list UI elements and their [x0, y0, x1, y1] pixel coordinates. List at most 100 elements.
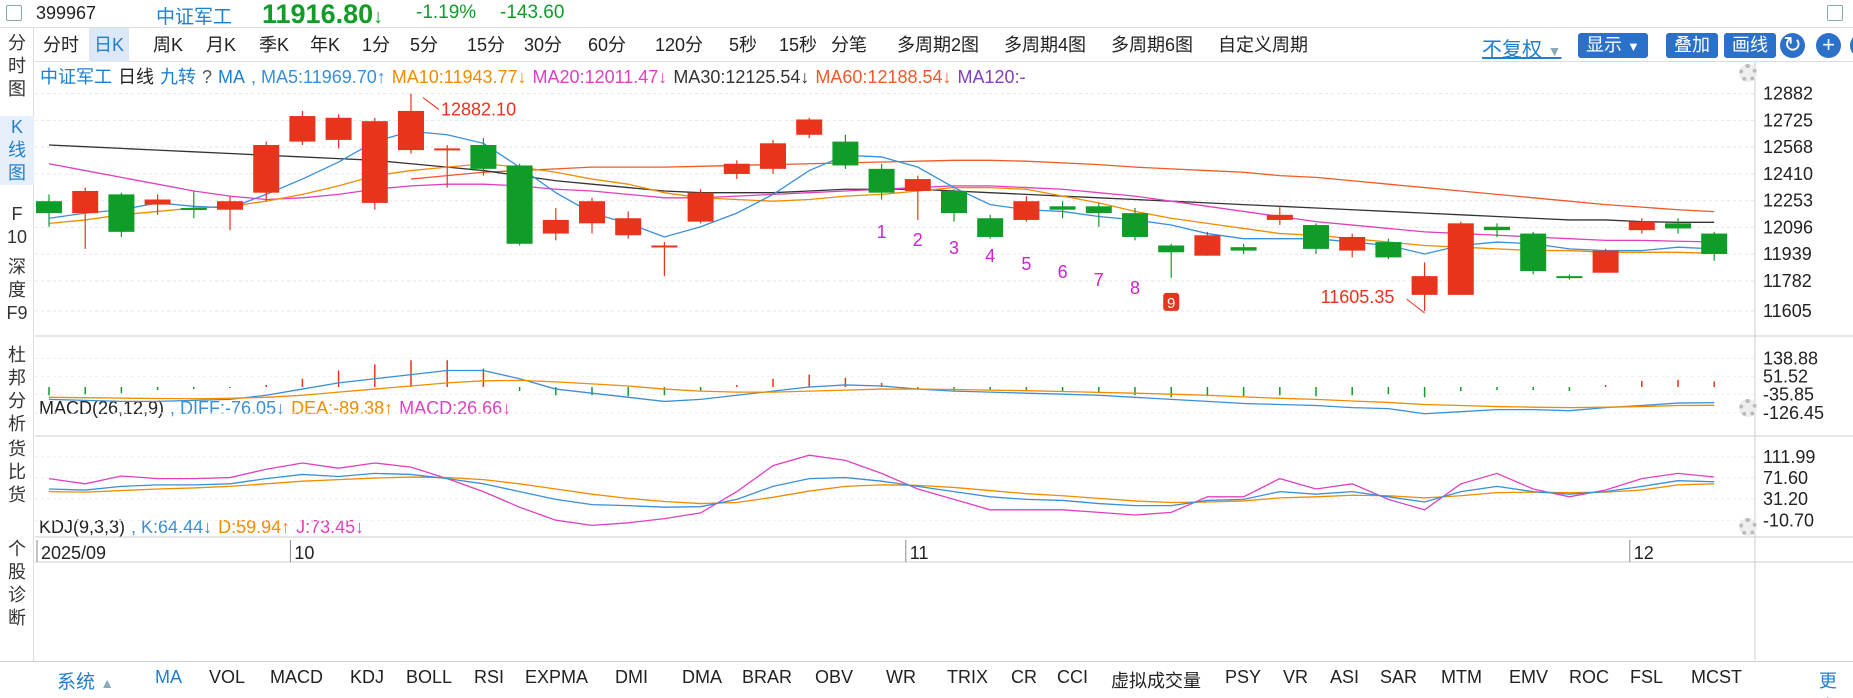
period-tab-11[interactable]: 120分 — [655, 35, 704, 55]
period-tab-4[interactable]: 季K — [259, 35, 290, 55]
period-tab-12[interactable]: 5秒 — [729, 35, 758, 55]
indicator-tab-8[interactable]: DMA — [682, 667, 722, 687]
indicator-tab-9[interactable]: BRAR — [742, 667, 793, 687]
period-tab-6[interactable]: 1分 — [362, 35, 391, 55]
indicator-tab-19[interactable]: SAR — [1380, 667, 1418, 687]
j-line — [48, 454, 1715, 527]
y-tick-label: 111.99 — [1763, 447, 1815, 467]
period-tab-9[interactable]: 30分 — [524, 35, 563, 55]
period-tab-16[interactable]: 多周期4图 — [1004, 35, 1087, 55]
indicator-tab-1[interactable]: VOL — [209, 667, 246, 687]
sidebar-toggle-icon[interactable] — [6, 5, 22, 21]
main-legend-item-5: , MA5:11969.70↑ — [251, 67, 386, 87]
indicator-tab-21[interactable]: EMV — [1509, 667, 1549, 687]
kdj-settings-gear-icon[interactable] — [1739, 518, 1757, 536]
sidebar-item-6[interactable]: 个股诊断 — [8, 539, 26, 628]
candle-body — [1194, 235, 1221, 256]
sidebar-item-0[interactable]: 分时图 — [8, 33, 26, 99]
ma5-line — [48, 130, 1715, 255]
draw-line-button[interactable]: 画线 — [1724, 33, 1776, 58]
candle-body — [760, 143, 786, 169]
sidebar-item-4[interactable]: 杜邦分析 — [8, 345, 26, 434]
indicator-tab-6[interactable]: EXPMA — [525, 667, 589, 687]
kline-chart[interactable]: 1288212725125681241012253120961193911782… — [35, 62, 1853, 660]
high-price-label: 12882.10 — [441, 100, 516, 120]
indicator-tab-24[interactable]: MCST — [1691, 667, 1742, 687]
sidebar-item-3[interactable]: 深度 F9 — [6, 257, 28, 323]
macd-settings-gear-icon[interactable] — [1739, 399, 1757, 417]
period-tab-17[interactable]: 多周期6图 — [1111, 35, 1194, 55]
main-settings-gear-icon[interactable] — [1739, 64, 1757, 82]
candle-body — [1013, 201, 1040, 220]
indicator-tab-2[interactable]: MACD — [270, 667, 323, 687]
period-tab-3[interactable]: 月K — [206, 35, 237, 55]
period-tab-10[interactable]: 60分 — [588, 35, 627, 55]
main-legend-item-9: MA60:12188.54↓ — [815, 67, 952, 87]
indicator-tab-4[interactable]: BOLL — [406, 667, 453, 687]
indicator-tab-10[interactable]: OBV — [815, 667, 854, 687]
indicator-tab-20[interactable]: MTM — [1441, 667, 1482, 687]
period-tab-8[interactable]: 15分 — [467, 35, 506, 55]
indicator-tab-11[interactable]: WR — [886, 667, 916, 687]
main-legend: 中证军工 日线 九转? MA, MA5:11969.70↑ MA10:11943.77↓… — [40, 63, 1032, 87]
indicator-tab-7[interactable]: DMI — [615, 667, 648, 687]
kdj-legend-item-0: KDJ(9,3,3) — [39, 517, 126, 537]
indicator-tab-0[interactable]: MA — [155, 667, 182, 687]
indicator-tab-14[interactable]: CCI — [1057, 667, 1088, 687]
system-menu[interactable]: 系统 ▲ — [57, 672, 115, 693]
td-label: 6 — [1058, 262, 1068, 282]
indicator-tab-23[interactable]: FSL — [1630, 667, 1664, 687]
sidebar-item-2[interactable]: F 10 — [6, 204, 28, 247]
indicator-tab-16[interactable]: PSY — [1225, 667, 1262, 687]
period-tab-15[interactable]: 多周期2图 — [897, 35, 980, 55]
quote-header: 399967 中证军工 11916.80↓ -1.19% -143.60 — [0, 0, 1853, 29]
panel-toggle-icon[interactable] — [1827, 5, 1843, 21]
stock-code: 399967 — [36, 3, 97, 23]
candle-body — [108, 194, 135, 232]
refresh-icon[interactable]: ↻ — [1780, 33, 1805, 58]
period-tab-7[interactable]: 5分 — [410, 35, 439, 55]
candle-body — [361, 121, 388, 203]
indicator-tab-15[interactable]: 虚拟成交量 — [1111, 671, 1201, 691]
period-tab-1[interactable]: 日K — [89, 28, 130, 62]
dea-line — [48, 379, 1715, 409]
display-button[interactable]: 显示 ▼ — [1578, 33, 1648, 58]
indicator-tab-3[interactable]: KDJ — [350, 667, 385, 687]
fuquan-dropdown[interactable]: 不复权 ▼ — [1482, 39, 1562, 61]
period-tab-13[interactable]: 15秒 — [779, 35, 818, 55]
zoom-out-icon[interactable]: − — [1850, 33, 1853, 58]
candle-body — [434, 148, 461, 151]
period-tab-5[interactable]: 年K — [310, 35, 341, 55]
indicator-tab-22[interactable]: ROC — [1569, 667, 1609, 687]
indicator-tab-13[interactable]: CR — [1011, 667, 1037, 687]
candle-body — [180, 208, 207, 211]
candle-body — [1520, 233, 1547, 272]
zoom-in-icon[interactable]: + — [1816, 33, 1841, 58]
period-toolbar: 分时 日K 周K 月K 季K 年K 1分 5分 15分 30分 60分 120分 5秒 15秒 分笔 多周期2… — [35, 28, 1853, 62]
period-tab-18[interactable]: 自定义周期 — [1218, 35, 1308, 55]
candle-body — [217, 201, 243, 210]
stock-name[interactable]: 中证军工 — [156, 7, 233, 28]
candle-body — [977, 218, 1004, 237]
period-tab-2[interactable]: 周K — [153, 35, 184, 55]
candle-body — [1158, 245, 1185, 253]
candle-body — [723, 163, 750, 174]
candle-body — [1339, 236, 1366, 251]
candle-body — [1701, 233, 1728, 254]
y-tick-label: 11782 — [1763, 271, 1812, 291]
indicator-tab-17[interactable]: VR — [1283, 667, 1309, 687]
period-tab-14[interactable]: 分笔 — [831, 35, 867, 55]
indicator-tab-5[interactable]: RSI — [474, 667, 505, 687]
last-price: 11916.80↓ — [262, 0, 384, 29]
period-tab-0[interactable]: 分时 — [43, 35, 79, 55]
overlay-button[interactable]: 叠加 — [1666, 33, 1718, 58]
indicator-tab-18[interactable]: ASI — [1330, 667, 1360, 687]
chevron-up-icon: ▲ — [100, 675, 115, 691]
more-link[interactable]: 更多 — [1819, 671, 1837, 698]
sidebar-item-5[interactable]: 货比货 — [8, 439, 26, 505]
candle-body — [1122, 213, 1148, 237]
candle-body — [144, 199, 171, 205]
indicator-tab-12[interactable]: TRIX — [947, 667, 989, 687]
